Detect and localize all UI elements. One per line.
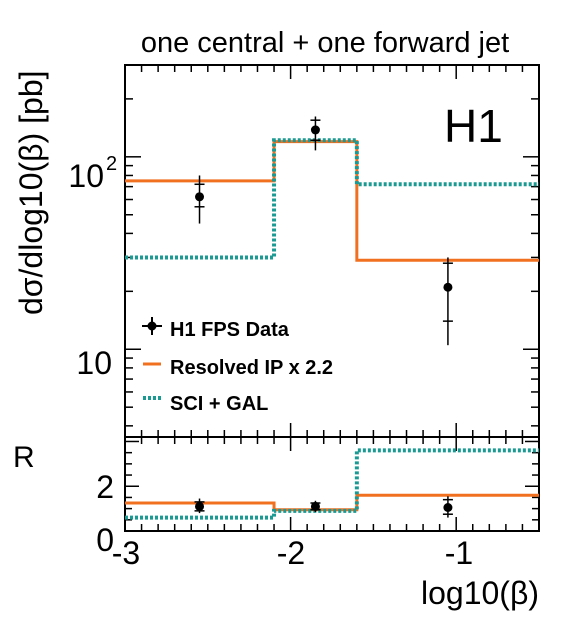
ratio-plot-area [125, 448, 539, 520]
y-tick-label-100: 10 [68, 158, 104, 194]
y-axis-label: dσ/dlog10(β) [pb] [13, 70, 49, 315]
legend-label-sci-gal: SCI + GAL [170, 393, 268, 415]
upper-axis-ticks [124, 64, 540, 437]
upper-resolved-ip-x-2-2-step [125, 140, 539, 262]
chart-title: one central + one forward jet [141, 27, 509, 59]
x-tick-label-minus-2: -2 [277, 535, 305, 571]
ratio-data-point [443, 503, 453, 512]
ratio-data-point [195, 501, 205, 511]
ratio-y-tick-0: 0 [96, 522, 114, 558]
upper-data-point [310, 125, 320, 135]
legend-entry-data: H1 FPS Data [142, 317, 290, 341]
x-tick-label-minus-3: -3 [112, 535, 140, 571]
ratio-resolved-ip-x-2-2-step [125, 493, 539, 512]
upper-data-point [443, 282, 453, 292]
x-axis-label: log10(β) [421, 575, 539, 611]
ratio-sci-gal-step [125, 448, 539, 520]
upper-sci-gal-step [125, 138, 539, 260]
legend-entry-resolved-ip: Resolved IP x 2.2 [143, 357, 333, 379]
legend: H1 FPS Data Resolved IP x 2.2 SCI + GAL [142, 317, 333, 415]
upper-data-point [195, 192, 205, 202]
experiment-label: H1 [444, 100, 503, 152]
upper-plot-area [125, 116, 539, 346]
ratio-axis-ticks [124, 437, 540, 532]
ratio-data-point [310, 501, 320, 511]
y-tick-label-10: 10 [76, 345, 112, 381]
ratio-y-tick-2: 2 [96, 469, 114, 505]
ratio-y-label: R [13, 441, 35, 474]
ratio-panel-frame [124, 436, 540, 532]
x-tick-label-minus-1: -1 [445, 535, 473, 571]
legend-label-resolved-ip: Resolved IP x 2.2 [170, 357, 333, 379]
y-tick-label-100-exponent: 2 [106, 153, 117, 175]
legend-entry-sci-gal: SCI + GAL [143, 393, 268, 415]
legend-label-data: H1 FPS Data [170, 319, 290, 341]
legend-marker-data [147, 321, 157, 331]
